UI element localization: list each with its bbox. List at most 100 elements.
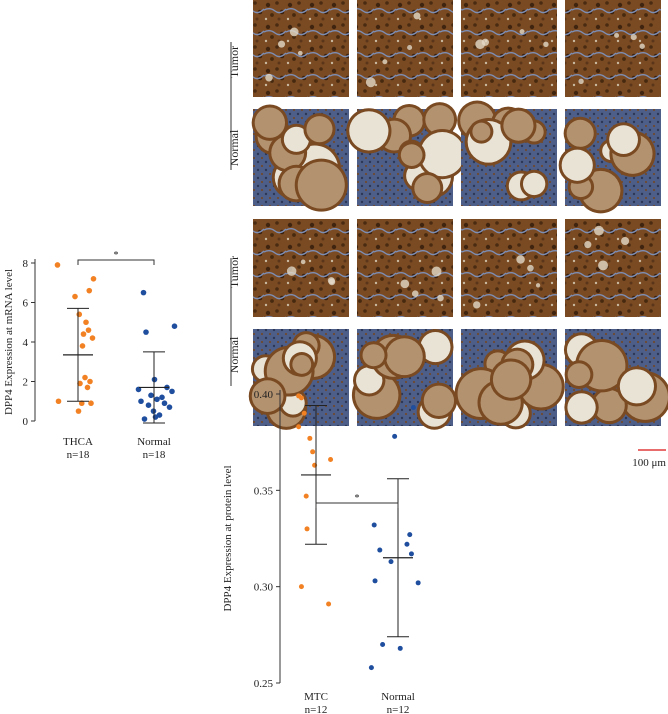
tumor-vacuole	[621, 236, 630, 246]
follicle-colloid	[619, 369, 655, 404]
data-point	[397, 645, 403, 651]
data-point	[377, 547, 383, 553]
data-point	[303, 493, 309, 499]
data-point	[410, 404, 416, 410]
tumor-vacuole	[413, 12, 421, 20]
follicle-colloid	[297, 161, 345, 209]
row-label-tumor-1: Tumor	[227, 46, 241, 78]
data-point	[407, 532, 413, 538]
significance-marker: *	[114, 250, 119, 261]
histology-tile	[558, 109, 661, 214]
tumor-vacuole	[614, 32, 620, 38]
data-point	[143, 329, 149, 335]
protein-chart: 0.25 0.30 0.35 0.40 DPP4 Expression at prote…	[222, 389, 421, 714]
follicle-colloid	[472, 122, 491, 141]
data-point	[85, 327, 92, 333]
x-category-label: Normal	[137, 436, 171, 448]
tile-background	[461, 0, 557, 97]
histology-tile	[565, 0, 661, 97]
data-point	[140, 289, 147, 296]
data-point	[79, 343, 86, 349]
histology-panel	[248, 0, 668, 430]
follicle-colloid	[492, 361, 530, 398]
histology-tile	[346, 102, 468, 206]
histology-tile	[457, 100, 557, 206]
tumor-vacuole	[630, 34, 637, 41]
follicle-colloid	[292, 355, 312, 374]
data-point	[87, 378, 93, 385]
tumor-vacuole	[278, 40, 286, 48]
data-point	[76, 311, 83, 318]
tumor-vacuole	[535, 283, 541, 288]
data-point	[86, 287, 93, 294]
tumor-vacuole	[300, 259, 306, 265]
y-tick-label: 4	[23, 337, 29, 349]
tile-background	[565, 219, 661, 317]
group-count-label: n=18	[143, 449, 166, 461]
tumor-vacuole	[594, 225, 604, 236]
data-point	[298, 395, 304, 401]
data-point	[404, 541, 410, 547]
data-point	[84, 384, 91, 391]
x-category-label: MTC	[304, 691, 328, 703]
data-point	[83, 319, 89, 326]
follicle-colloid	[254, 107, 286, 138]
follicle-colloid	[349, 111, 389, 151]
tumor-vacuole	[382, 59, 388, 65]
tumor-vacuole	[400, 279, 410, 289]
tumor-vacuole	[527, 264, 534, 272]
y-axis-label: DPP4 Expression at mRNA level	[3, 269, 15, 415]
data-point	[154, 396, 160, 403]
data-point	[75, 408, 82, 414]
histology-labels: Tumor Normal Tumor Normal 100 μm	[227, 42, 666, 469]
y-tick-label: 8	[23, 258, 29, 270]
tumor-vacuole	[639, 43, 645, 49]
follicle-colloid	[593, 389, 625, 422]
follicle-colloid	[385, 338, 423, 376]
group-count-label: n=12	[305, 704, 328, 714]
tumor-vacuole	[431, 266, 442, 277]
data-point	[54, 262, 61, 268]
data-point	[408, 551, 414, 557]
histology-tile	[454, 329, 565, 430]
y-tick-label: 0	[23, 416, 29, 428]
follicle-colloid	[425, 105, 455, 134]
data-point	[80, 331, 87, 337]
data-point	[77, 380, 83, 387]
scale-bar-label: 100 μm	[632, 457, 666, 469]
histology-tile	[351, 328, 458, 430]
data-point	[380, 641, 386, 647]
follicle-colloid	[420, 331, 451, 363]
series-mtc	[296, 393, 334, 607]
group-count-label: n=12	[387, 704, 410, 714]
data-point	[310, 449, 316, 455]
row-label-tumor-2: Tumor	[227, 256, 241, 288]
data-point	[371, 522, 377, 528]
follicle-colloid	[362, 344, 385, 367]
follicle-colloid	[561, 149, 593, 181]
tumor-vacuole	[286, 266, 297, 276]
tumor-vacuole	[598, 260, 609, 271]
data-point	[298, 584, 304, 590]
significance-marker: *	[355, 493, 360, 504]
histology-tile	[248, 329, 349, 430]
tumor-vacuole	[328, 278, 336, 286]
tumor-vacuole	[578, 78, 584, 85]
y-tick-label: 0.30	[254, 582, 274, 594]
follicle-colloid	[609, 125, 638, 155]
series-normal	[368, 404, 421, 671]
follicle-colloid	[420, 132, 465, 177]
data-point	[368, 665, 374, 671]
follicle-colloid	[567, 393, 596, 422]
data-point	[166, 404, 173, 410]
follicle-colloid	[423, 385, 455, 416]
follicle-colloid	[503, 110, 534, 141]
row-label-normal-1: Normal	[227, 129, 241, 166]
histology-tile	[563, 329, 668, 426]
group-count-label: n=18	[67, 449, 90, 461]
follicle-colloid	[566, 119, 594, 147]
histology-tile	[461, 219, 557, 317]
data-point	[326, 601, 332, 607]
